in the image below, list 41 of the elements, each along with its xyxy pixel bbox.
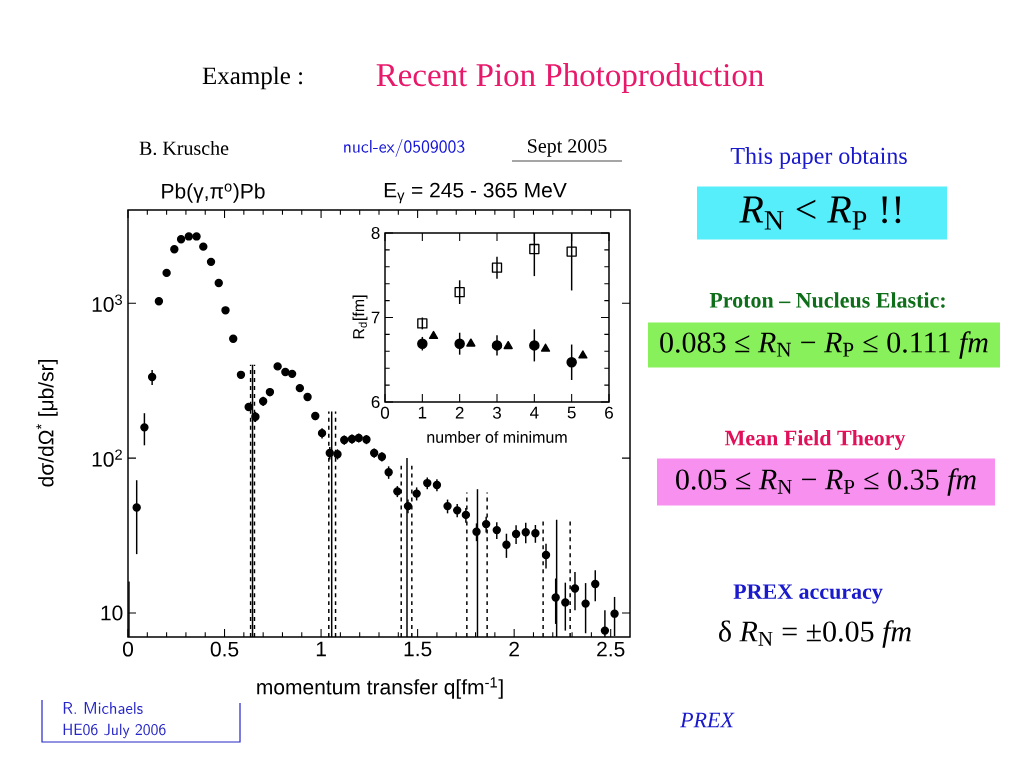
x-tick-label: 0	[122, 641, 134, 657]
x-axis-title: number of minimum	[427, 431, 567, 443]
text: PREX	[680, 712, 735, 728]
text: B. Krusche	[139, 140, 229, 156]
text: Proton – Nucleus Elastic:	[709, 292, 945, 308]
text: Recent Pion Photoproduction	[376, 63, 764, 93]
text: Sept 2005	[528, 139, 607, 157]
x-tick-label: 1.5	[404, 641, 432, 657]
x-tick-label: 0	[380, 406, 390, 419]
x-tick-label: 4	[530, 406, 539, 419]
y-axis-title: dσ/dΩ$^{*}$ [μb/sr]	[36, 360, 58, 487]
x-tick-label: 6	[605, 406, 613, 419]
text: R$_{N}$ < R$_{P}$ !!	[739, 196, 901, 230]
x-tick-label: 2	[455, 406, 464, 419]
text: HE06 July 2006	[63, 723, 166, 739]
x-tick-label: 3	[492, 406, 501, 419]
chart-subtitle: E$_{γ}$ = 245 - 365 MeV	[384, 182, 567, 204]
x-tick-label: 5	[567, 406, 576, 419]
y-tick-label: 6	[371, 395, 380, 409]
x-tick-label: 2.5	[597, 641, 625, 657]
y-tick-label: 10	[101, 605, 123, 621]
x-axis-title: momentum transfer q[fm$^{-1}$]	[257, 677, 503, 699]
y-tick-label: 8	[371, 226, 380, 240]
y-tick-label: 7	[371, 311, 380, 324]
y-tick-label: 10$^{3}$	[92, 294, 123, 312]
text: δ R$_{N}$ = ±0.05 fm	[719, 620, 911, 648]
text: 0.05 ≤ R$_{N}$ − R$_{P}$ ≤ 0.35 fm	[676, 468, 976, 496]
x-tick-label: 1	[418, 406, 427, 419]
x-tick-label: 2	[509, 641, 519, 657]
text: Mean Field Theory	[724, 429, 906, 450]
y-axis-title: R$_{d}$[fm]	[352, 295, 368, 339]
text: Example :	[202, 66, 303, 90]
chart-title: Pb(γ,π$^{o}$)Pb	[162, 183, 265, 203]
text: 0.083 ≤ R$_{N}$ − R$_{P}$ ≤ 0.111 fm	[660, 331, 988, 359]
text: This paper obtains	[730, 147, 907, 169]
text: PREX accuracy	[733, 584, 883, 604]
text: nucl-ex/0509003	[344, 138, 465, 157]
text: R. Michaels	[63, 702, 143, 714]
x-tick-label: 1	[316, 641, 326, 657]
y-tick-label: 10$^{2}$	[92, 449, 122, 467]
x-tick-label: 0.5	[210, 641, 239, 657]
